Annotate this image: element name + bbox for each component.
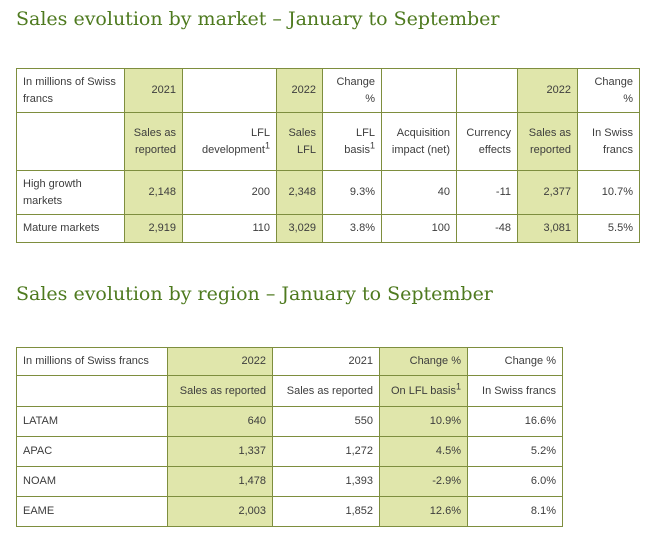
year-2021-cell: 2021 bbox=[272, 347, 380, 376]
empty-header-cell bbox=[182, 68, 277, 113]
value-cell: 1,852 bbox=[272, 496, 380, 527]
row-label-cell: APAC bbox=[16, 436, 168, 467]
lfl-development-header-cell: LFL development1 bbox=[182, 112, 277, 171]
row-noam: NOAM 1,478 1,393 -2.9% 6.0% bbox=[16, 466, 563, 497]
year-2022-cell: 2022 bbox=[167, 347, 273, 376]
value-cell: 6.0% bbox=[467, 466, 563, 497]
lfl-basis-label: LFL basis bbox=[344, 127, 375, 156]
value-cell: 4.5% bbox=[379, 436, 468, 467]
row-high-growth-markets: High growth markets 2,148 200 2,348 9.3%… bbox=[16, 170, 640, 215]
row-label-cell: EAME bbox=[16, 496, 168, 527]
change-percent-chf-header-cell: Change % bbox=[467, 347, 563, 376]
footnote-ref: 1 bbox=[264, 139, 270, 150]
region-header-row-years: In millions of Swiss francs 2022 2021 Ch… bbox=[16, 347, 563, 376]
row-mature-markets: Mature markets 2,919 110 3,029 3.8% 100 … bbox=[16, 214, 640, 243]
value-cell: 1,272 bbox=[272, 436, 380, 467]
lfl-development-label: LFL development bbox=[201, 127, 270, 156]
section-title-market: Sales evolution by market – January to S… bbox=[16, 8, 500, 30]
value-cell: -11 bbox=[456, 170, 518, 215]
sales-as-reported-2021-header-cell: Sales as reported bbox=[272, 375, 380, 407]
year-2022-lfl-cell: 2022 bbox=[276, 68, 323, 113]
row-label-cell: NOAM bbox=[16, 466, 168, 497]
row-label-cell: LATAM bbox=[16, 406, 168, 437]
value-cell: 10.7% bbox=[577, 170, 640, 215]
value-cell: 10.9% bbox=[379, 406, 468, 437]
row-label-cell: Mature markets bbox=[16, 214, 125, 243]
value-cell: 3,081 bbox=[517, 214, 578, 243]
empty-header-cell bbox=[16, 375, 168, 407]
value-cell: 8.1% bbox=[467, 496, 563, 527]
value-cell: 9.3% bbox=[322, 170, 382, 215]
currency-effects-header-cell: Currency effects bbox=[456, 112, 518, 171]
sales-by-region-table: In millions of Swiss francs 2022 2021 Ch… bbox=[16, 347, 563, 527]
change-percent-lfl-header-cell: Change % bbox=[322, 68, 382, 113]
year-2021-cell: 2021 bbox=[124, 68, 183, 113]
in-swiss-francs-header-cell: In Swiss francs bbox=[577, 112, 640, 171]
on-lfl-basis-label: On LFL basis bbox=[390, 384, 456, 397]
value-cell: 550 bbox=[272, 406, 380, 437]
value-cell: 5.5% bbox=[577, 214, 640, 243]
region-header-row-measures: Sales as reported Sales as reported On L… bbox=[16, 375, 563, 407]
value-cell: 2,148 bbox=[124, 170, 183, 215]
sales-as-reported-2021-header-cell: Sales as reported bbox=[124, 112, 183, 171]
change-percent-chf-header-cell: Change % bbox=[577, 68, 640, 113]
empty-header-cell bbox=[381, 68, 457, 113]
year-2022-reported-cell: 2022 bbox=[517, 68, 578, 113]
value-cell: 2,348 bbox=[276, 170, 323, 215]
value-cell: 12.6% bbox=[379, 496, 468, 527]
value-cell: 16.6% bbox=[467, 406, 563, 437]
footnote-ref: 1 bbox=[369, 139, 375, 150]
value-cell: 1,393 bbox=[272, 466, 380, 497]
row-latam: LATAM 640 550 10.9% 16.6% bbox=[16, 406, 563, 437]
acquisition-impact-header-cell: Acquisition impact (net) bbox=[381, 112, 457, 171]
value-cell: 3,029 bbox=[276, 214, 323, 243]
value-cell: -48 bbox=[456, 214, 518, 243]
empty-header-cell bbox=[16, 112, 125, 171]
value-cell: 2,003 bbox=[167, 496, 273, 527]
row-apac: APAC 1,337 1,272 4.5% 5.2% bbox=[16, 436, 563, 467]
value-cell: 200 bbox=[182, 170, 277, 215]
sales-as-reported-2022-header-cell: Sales as reported bbox=[167, 375, 273, 407]
row-eame: EAME 2,003 1,852 12.6% 8.1% bbox=[16, 496, 563, 527]
value-cell: 3.8% bbox=[322, 214, 382, 243]
change-percent-lfl-header-cell: Change % bbox=[379, 347, 468, 376]
value-cell: 2,377 bbox=[517, 170, 578, 215]
sales-by-market-table: In millions of Swiss francs 2021 2022 Ch… bbox=[16, 68, 640, 243]
lfl-basis-header-cell: LFL basis1 bbox=[322, 112, 382, 171]
value-cell: 40 bbox=[381, 170, 457, 215]
value-cell: 5.2% bbox=[467, 436, 563, 467]
section-title-region: Sales evolution by region – January to S… bbox=[16, 283, 493, 305]
unit-label-cell: In millions of Swiss francs bbox=[16, 68, 125, 113]
value-cell: 110 bbox=[182, 214, 277, 243]
on-lfl-basis-header-cell: On LFL basis1 bbox=[379, 375, 468, 407]
market-header-row-years: In millions of Swiss francs 2021 2022 Ch… bbox=[16, 68, 640, 113]
value-cell: 100 bbox=[381, 214, 457, 243]
empty-header-cell bbox=[456, 68, 518, 113]
row-label-cell: High growth markets bbox=[16, 170, 125, 215]
value-cell: 1,337 bbox=[167, 436, 273, 467]
sales-lfl-header-cell: Sales LFL bbox=[276, 112, 323, 171]
value-cell: 2,919 bbox=[124, 214, 183, 243]
unit-label-cell: In millions of Swiss francs bbox=[16, 347, 168, 376]
market-header-row-measures: Sales as reported LFL development1 Sales… bbox=[16, 112, 640, 171]
value-cell: 1,478 bbox=[167, 466, 273, 497]
footnote-ref: 1 bbox=[455, 381, 461, 392]
value-cell: -2.9% bbox=[379, 466, 468, 497]
in-swiss-francs-header-cell: In Swiss francs bbox=[467, 375, 563, 407]
sales-as-reported-2022-header-cell: Sales as reported bbox=[517, 112, 578, 171]
value-cell: 640 bbox=[167, 406, 273, 437]
